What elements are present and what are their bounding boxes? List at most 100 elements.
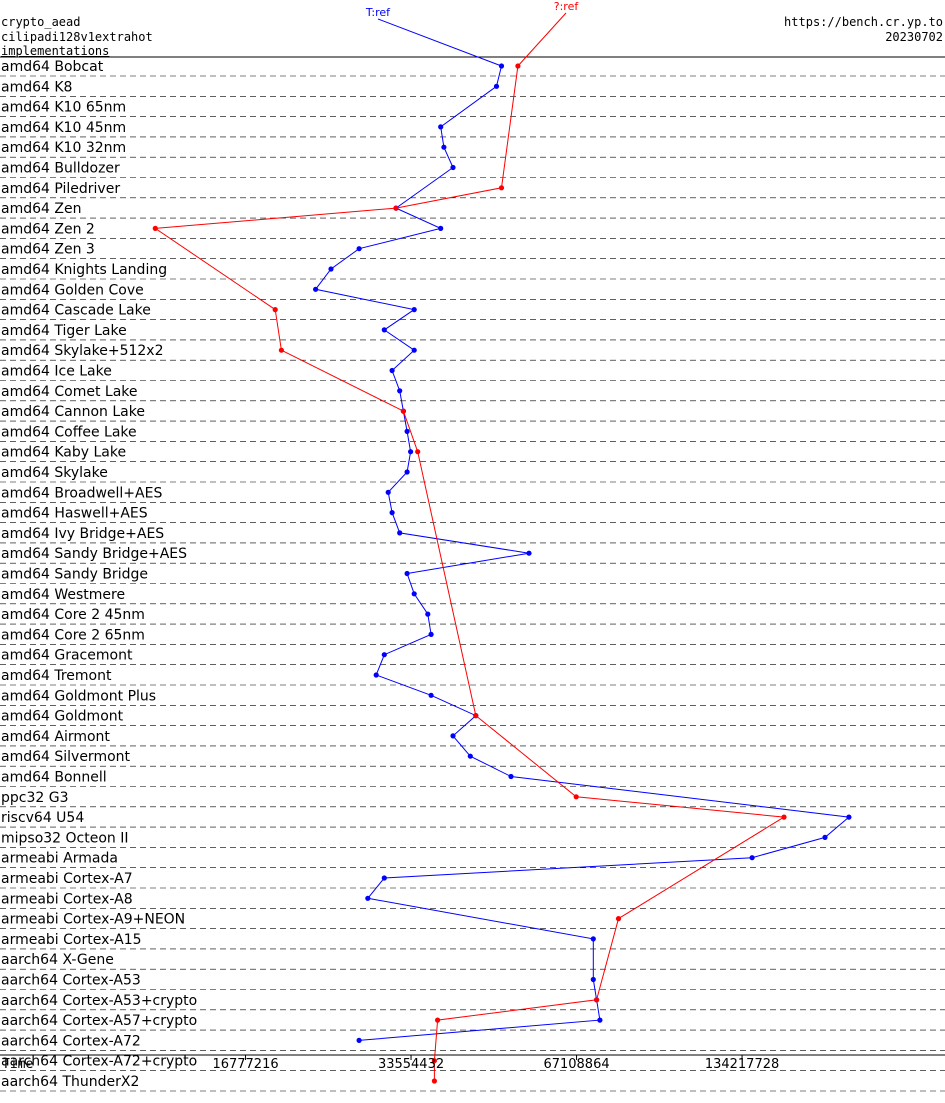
x-tick-label: 67108864 bbox=[543, 1057, 609, 1072]
row-label: amd64 Skylake bbox=[1, 465, 108, 481]
row-label: aarch64 X-Gene bbox=[1, 952, 114, 968]
x-tick-label: 16777216 bbox=[212, 1057, 278, 1072]
row-label: amd64 Ivy Bridge+AES bbox=[1, 526, 164, 542]
row-label: armeabi Cortex-A7 bbox=[1, 871, 133, 887]
data-point bbox=[781, 814, 787, 820]
data-point bbox=[278, 347, 284, 353]
row-label: mipso32 Octeon II bbox=[1, 830, 129, 846]
data-point bbox=[393, 205, 399, 211]
data-point bbox=[415, 449, 421, 455]
data-point bbox=[411, 347, 417, 353]
data-point bbox=[473, 713, 479, 719]
data-point bbox=[515, 63, 521, 69]
data-point bbox=[404, 428, 410, 434]
data-point bbox=[397, 530, 403, 536]
data-point bbox=[508, 773, 514, 780]
row-label: amd64 Goldmont Plus bbox=[1, 688, 156, 704]
row-label: amd64 Core 2 45nm bbox=[1, 607, 145, 623]
row-label: amd64 Golden Cove bbox=[1, 282, 144, 298]
row-label: amd64 Tremont bbox=[1, 668, 112, 684]
data-point bbox=[365, 895, 371, 901]
header-left-line-3: implementations bbox=[1, 44, 109, 58]
data-point bbox=[590, 976, 596, 983]
header-right-line-1: https://bench.cr.yp.to bbox=[784, 15, 943, 29]
data-point bbox=[846, 814, 852, 820]
series-legend-connector bbox=[517, 12, 567, 67]
data-point bbox=[597, 1017, 603, 1023]
data-point bbox=[356, 1037, 362, 1043]
data-point bbox=[404, 570, 410, 577]
series-0: T:ref bbox=[313, 6, 852, 1043]
row-label: armeabi Cortex-A9+NEON bbox=[1, 912, 185, 928]
row-label: amd64 Skylake+512x2 bbox=[1, 343, 163, 359]
data-point bbox=[411, 307, 417, 313]
row-label: amd64 Core 2 65nm bbox=[1, 627, 145, 643]
row-label: amd64 Bonnell bbox=[1, 770, 107, 786]
data-point bbox=[435, 1017, 441, 1023]
data-point bbox=[450, 733, 456, 739]
row-label: amd64 Cannon Lake bbox=[1, 404, 145, 420]
data-point bbox=[498, 185, 505, 191]
data-point bbox=[431, 1058, 437, 1064]
data-point bbox=[400, 408, 406, 414]
data-point bbox=[381, 652, 387, 658]
row-label: amd64 Zen bbox=[1, 201, 81, 217]
row-label: amd64 Zen 3 bbox=[1, 242, 95, 258]
row-label: amd64 Cascade Lake bbox=[1, 303, 151, 319]
data-point bbox=[526, 550, 532, 556]
data-point bbox=[573, 794, 579, 800]
row-label: ppc32 G3 bbox=[1, 790, 69, 806]
data-point bbox=[272, 307, 278, 313]
data-point bbox=[822, 834, 828, 841]
series-legend-label: ?:ref bbox=[554, 0, 580, 13]
series-legend-connector bbox=[377, 18, 502, 67]
row-label: amd64 Airmont bbox=[1, 729, 110, 745]
data-point bbox=[404, 469, 410, 475]
row-label: amd64 Silvermont bbox=[1, 749, 131, 765]
row-label: aarch64 Cortex-A72+crypto bbox=[1, 1054, 197, 1070]
series-legend-label: T:ref bbox=[365, 6, 391, 19]
data-point bbox=[594, 997, 600, 1003]
row-label: amd64 Bulldozer bbox=[1, 161, 120, 177]
data-point bbox=[313, 286, 319, 292]
data-point bbox=[428, 631, 434, 638]
data-point bbox=[467, 753, 473, 759]
data-point bbox=[498, 63, 505, 69]
x-axis: Time 16777216 33554432 67108864 134217728 bbox=[2, 1055, 779, 1072]
data-point bbox=[356, 246, 362, 252]
data-point bbox=[431, 1078, 437, 1084]
row-label: amd64 Haswell+AES bbox=[1, 506, 148, 522]
row-label: amd64 K10 45nm bbox=[1, 120, 126, 136]
data-point bbox=[411, 591, 417, 597]
row-label: amd64 Comet Lake bbox=[1, 384, 138, 400]
row-label: amd64 Ice Lake bbox=[1, 364, 112, 380]
row-label: aarch64 ThunderX2 bbox=[1, 1074, 139, 1090]
data-point bbox=[389, 509, 395, 516]
row-label: amd64 Kaby Lake bbox=[1, 445, 126, 461]
row-label: amd64 Goldmont bbox=[1, 709, 124, 725]
row-label: amd64 Sandy Bridge bbox=[1, 567, 148, 583]
row-label: aarch64 Cortex-A53 bbox=[1, 973, 141, 989]
header-left-line-1: crypto_aead bbox=[1, 15, 80, 29]
data-point bbox=[385, 489, 391, 495]
row-label: armeabi Armada bbox=[1, 851, 118, 867]
data-point bbox=[381, 327, 387, 333]
series-1: ?:ref bbox=[152, 0, 787, 1084]
row-label: riscv64 U54 bbox=[1, 810, 84, 826]
series-line bbox=[153, 65, 786, 1081]
data-point bbox=[397, 388, 403, 394]
row-label: aarch64 Cortex-A57+crypto bbox=[1, 1013, 197, 1029]
x-tick-label: 134217728 bbox=[705, 1057, 779, 1072]
row-label: amd64 K10 65nm bbox=[1, 100, 126, 116]
row-label: amd64 Gracemont bbox=[1, 648, 133, 664]
row-label: amd64 Sandy Bridge+AES bbox=[1, 546, 187, 562]
row-label: amd64 Coffee Lake bbox=[1, 424, 137, 440]
data-point bbox=[408, 449, 414, 455]
x-tick-label: 33554432 bbox=[378, 1057, 444, 1072]
data-point bbox=[615, 916, 622, 922]
row-label: amd64 K8 bbox=[1, 79, 72, 95]
header-right-line-2: 20230702 bbox=[885, 30, 943, 44]
row-label: armeabi Cortex-A15 bbox=[1, 932, 142, 948]
x-axis-label: Time bbox=[2, 1057, 33, 1072]
data-point bbox=[438, 225, 444, 231]
